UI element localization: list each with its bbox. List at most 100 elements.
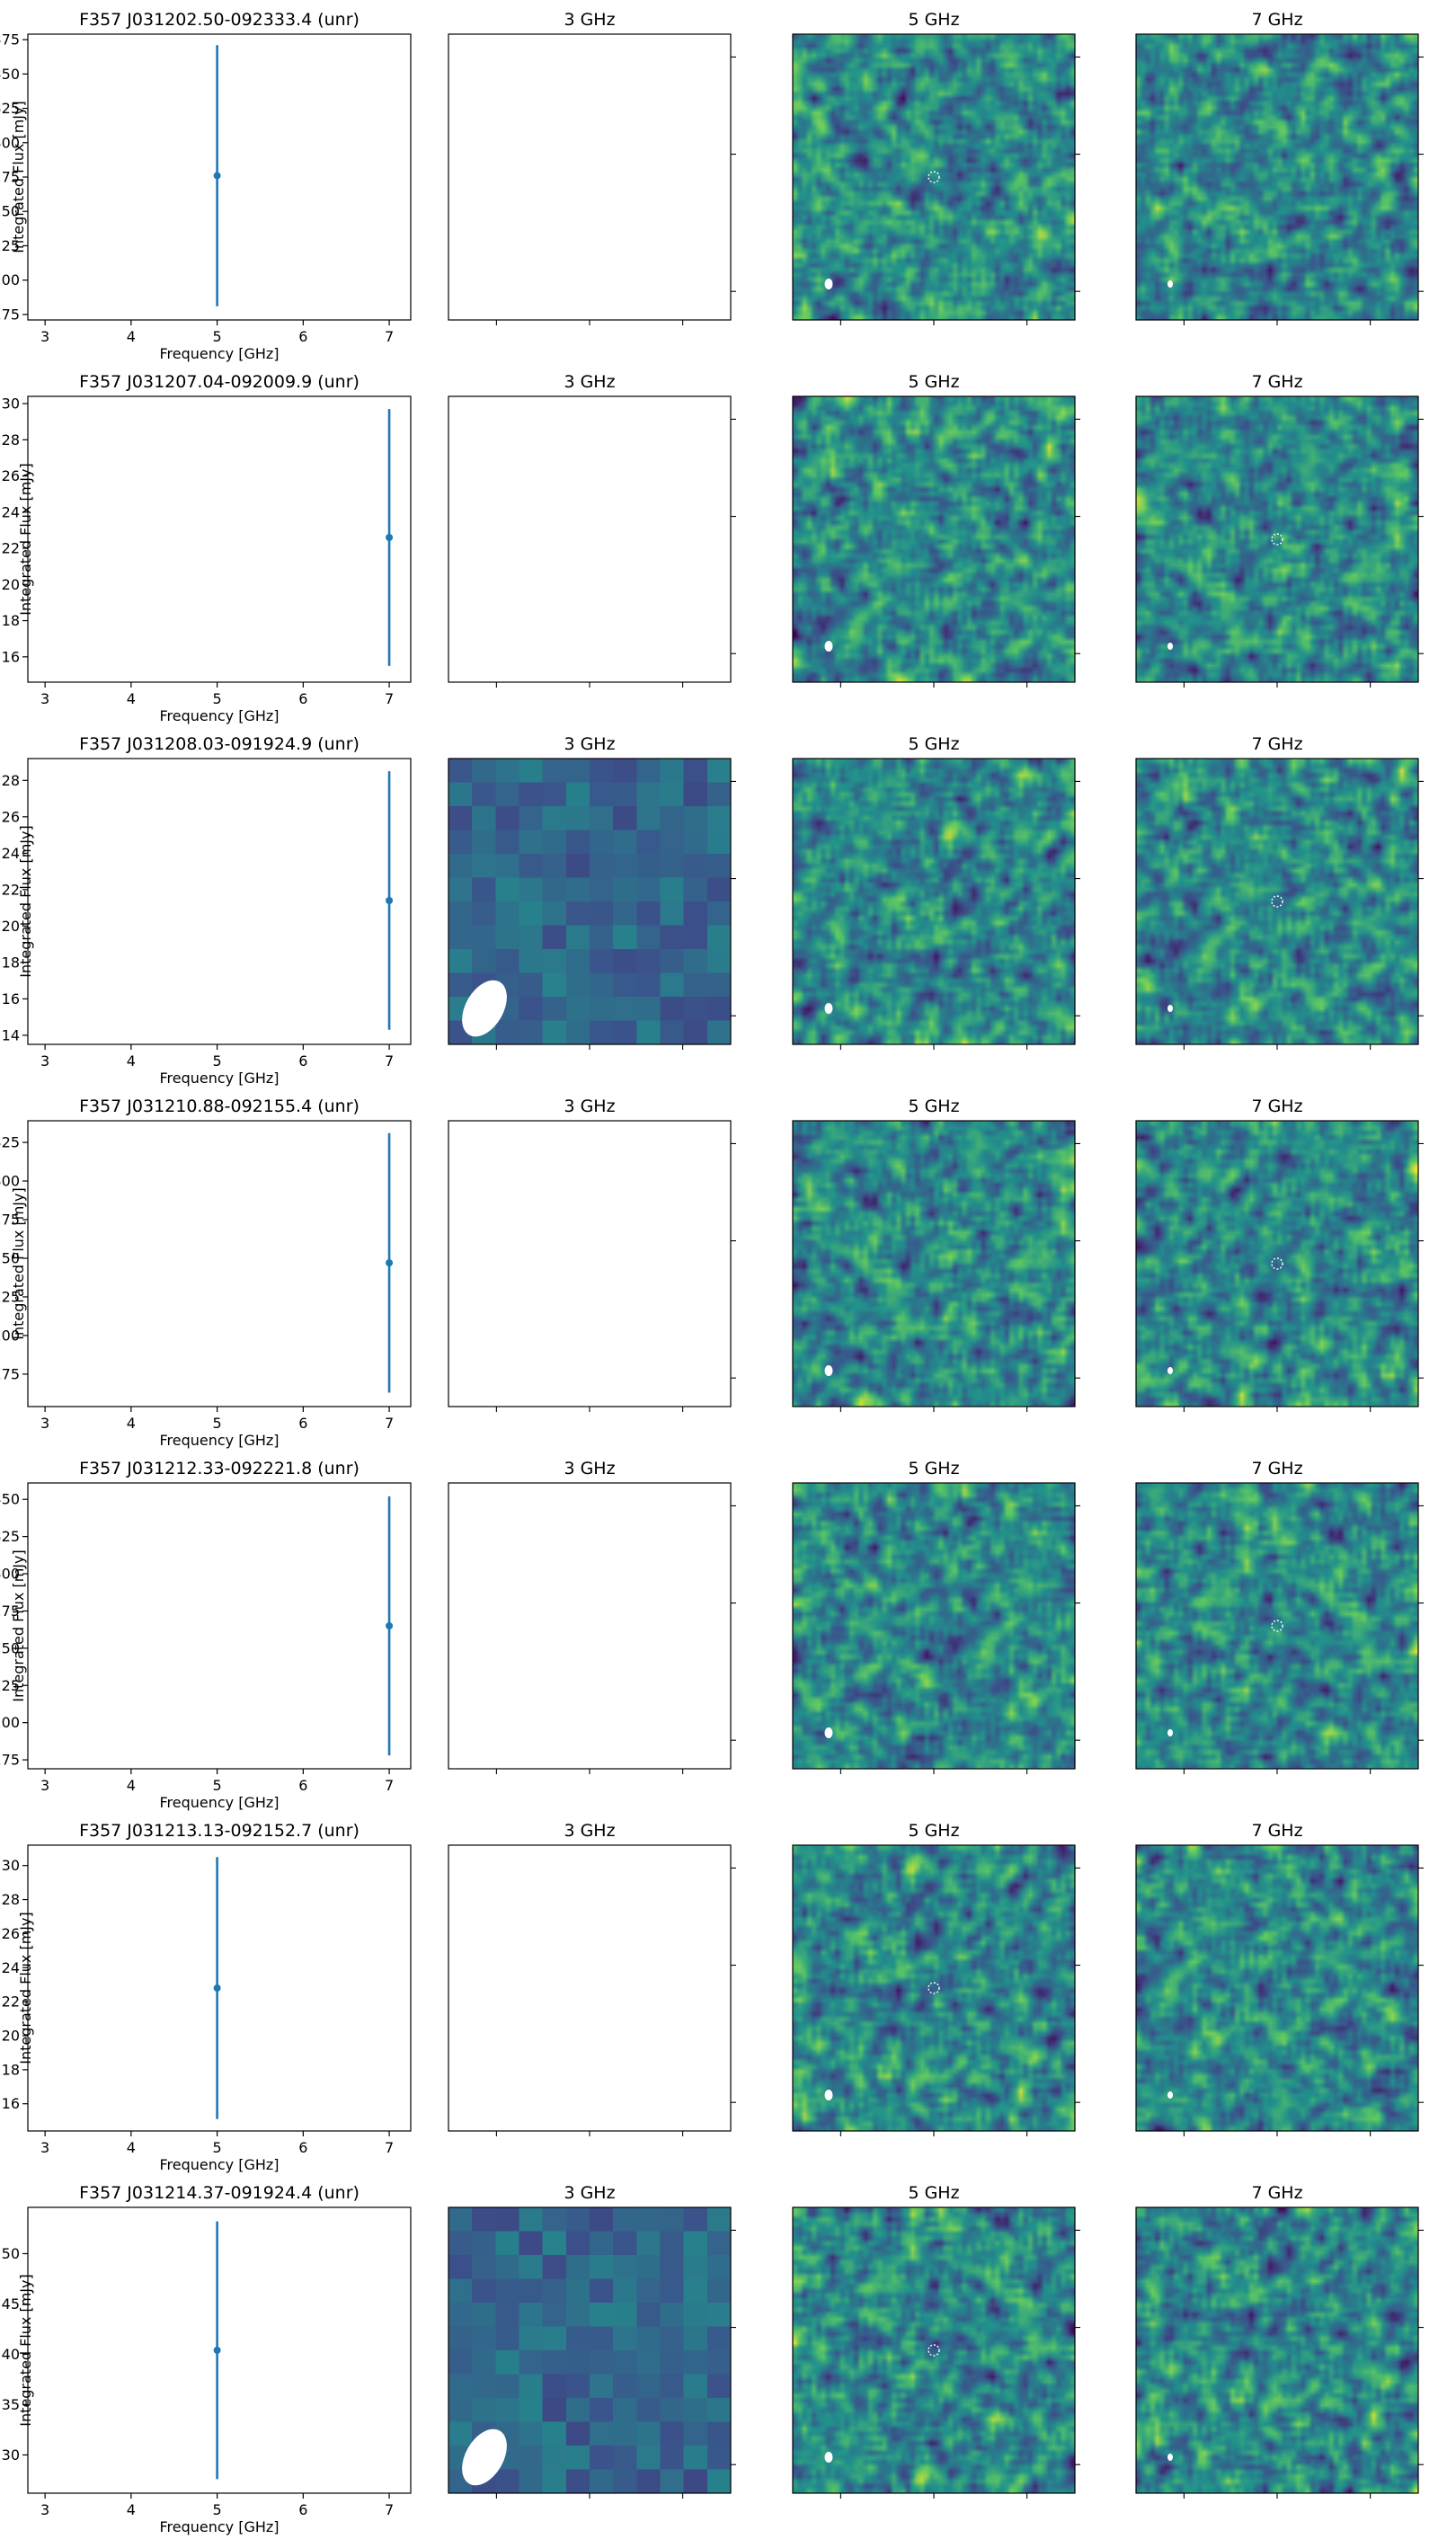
x-tick-label: 3	[40, 328, 49, 345]
y-tick-label: 0.24	[0, 845, 20, 862]
y-axis-label: Integrated Flux [mJy]	[17, 2274, 34, 2426]
beam-ellipse	[1167, 1729, 1173, 1736]
radio-image-6-3	[1136, 1845, 1418, 2131]
y-tick-label: 0.275	[0, 1212, 20, 1229]
x-tick-label: 5	[213, 2501, 222, 2518]
beam-ellipse	[824, 641, 833, 652]
y-tick-label: 0.26	[0, 1925, 20, 1942]
image-frame-4-1	[448, 1120, 732, 1407]
image-title-6-2: 5 GHz	[908, 1821, 959, 1841]
x-tick-label: 7	[385, 328, 394, 345]
y-tick-label: 0.30	[0, 1857, 20, 1874]
data-point	[386, 896, 394, 904]
image-frame-2-3	[1135, 395, 1419, 683]
beam-ellipse	[824, 1727, 833, 1738]
image-frame-6-1	[448, 1844, 732, 2132]
image-frame-3-3	[1135, 758, 1419, 1045]
y-tick-label: 0.225	[0, 1677, 20, 1694]
sed-frame-6	[27, 1844, 412, 2132]
image-title-3-2: 5 GHz	[908, 734, 959, 754]
image-frame-5-3	[1135, 1482, 1419, 1770]
source-marker	[1271, 1257, 1283, 1270]
y-tick-label: 0.30	[0, 395, 20, 413]
data-point	[213, 172, 221, 180]
sed-title-2: F357 J031207.04-092009.9 (unr)	[79, 372, 360, 392]
beam-ellipse	[1167, 643, 1173, 650]
source-marker	[928, 171, 940, 183]
y-tick-label: 0.275	[0, 169, 20, 186]
y-tick-label: 0.175	[0, 1365, 20, 1382]
y-tick-label: 0.20	[0, 918, 20, 935]
radio-image-5-3	[1136, 1483, 1418, 1769]
x-tick-label: 3	[40, 1777, 49, 1794]
sed-title-1: F357 J031202.50-092333.4 (unr)	[79, 10, 360, 30]
image-title-4-1: 3 GHz	[564, 1096, 615, 1116]
sed-title-3: F357 J031208.03-091924.9 (unr)	[79, 734, 360, 754]
beam-ellipse	[462, 2428, 507, 2486]
x-axis-label: Frequency [GHz]	[159, 2518, 279, 2535]
x-tick-label: 5	[213, 2139, 222, 2156]
image-frame-1-2	[792, 33, 1076, 321]
y-axis-label: Integrated Flux [mJy]	[10, 1549, 27, 1701]
y-tick-label: 0.20	[0, 576, 20, 593]
image-frame-1-1	[448, 33, 732, 321]
empty-image	[448, 1845, 731, 2131]
image-title-1-3: 7 GHz	[1251, 10, 1302, 30]
x-tick-label: 5	[213, 690, 222, 707]
radio-image-7-2	[793, 2207, 1075, 2493]
sed-title-7: F357 J031214.37-091924.4 (unr)	[79, 2183, 360, 2203]
y-tick-label: 0.24	[0, 503, 20, 520]
sed-title-6: F357 J031213.13-092152.7 (unr)	[79, 1821, 360, 1841]
y-tick-label: 0.28	[0, 1891, 20, 1908]
image-frame-6-3	[1135, 1844, 1419, 2132]
image-title-5-2: 5 GHz	[908, 1459, 959, 1478]
y-tick-label: 0.40	[0, 2346, 20, 2363]
image-frame-3-1	[448, 758, 732, 1045]
radio-image-4-3	[1136, 1121, 1418, 1407]
y-axis-label: Integrated Flux [mJy]	[17, 1912, 34, 2064]
y-tick-label: 0.28	[0, 772, 20, 789]
radio-image-3-2	[793, 759, 1075, 1044]
data-point	[386, 1259, 394, 1267]
x-tick-label: 5	[213, 1052, 222, 1070]
x-tick-label: 5	[213, 1777, 222, 1794]
image-title-1-2: 5 GHz	[908, 10, 959, 30]
image-frame-2-1	[448, 395, 732, 683]
radio-image-6-2	[793, 1845, 1075, 2131]
y-tick-label: 0.350	[0, 66, 20, 83]
y-tick-label: 0.325	[0, 100, 20, 117]
x-tick-label: 6	[298, 328, 307, 345]
y-tick-label: 0.200	[0, 1327, 20, 1344]
radio-image-1-3	[1136, 34, 1418, 320]
radio-image-5-2	[793, 1483, 1075, 1769]
y-tick-label: 0.16	[0, 990, 20, 1008]
y-axis-label: Integrated Flux [mJy]	[10, 1187, 27, 1339]
x-tick-label: 4	[127, 2501, 136, 2518]
y-tick-label: 0.325	[0, 1528, 20, 1545]
x-tick-label: 3	[40, 2501, 49, 2518]
y-tick-label: 0.300	[0, 134, 20, 151]
image-frame-6-2	[792, 1844, 1076, 2132]
empty-image	[448, 396, 731, 682]
image-title-2-3: 7 GHz	[1251, 372, 1302, 392]
image-title-5-3: 7 GHz	[1251, 1459, 1302, 1478]
x-tick-label: 6	[298, 1777, 307, 1794]
empty-image	[448, 34, 731, 320]
image-title-6-1: 3 GHz	[564, 1821, 615, 1841]
beam-ellipse	[1167, 1367, 1173, 1374]
y-tick-label: 0.26	[0, 808, 20, 825]
x-tick-label: 5	[213, 1415, 222, 1432]
sed-frame-7	[27, 2206, 412, 2494]
x-tick-label: 3	[40, 690, 49, 707]
y-tick-label: 0.175	[0, 306, 20, 323]
x-axis-label: Frequency [GHz]	[159, 1794, 279, 1811]
x-tick-label: 4	[127, 1415, 136, 1432]
image-title-2-1: 3 GHz	[564, 372, 615, 392]
y-tick-label: 0.200	[0, 271, 20, 289]
x-axis-label: Frequency [GHz]	[159, 1432, 279, 1449]
x-tick-label: 6	[298, 690, 307, 707]
y-tick-label: 0.14	[0, 1026, 20, 1043]
beam-ellipse	[824, 1365, 833, 1376]
data-point	[213, 1984, 221, 1992]
